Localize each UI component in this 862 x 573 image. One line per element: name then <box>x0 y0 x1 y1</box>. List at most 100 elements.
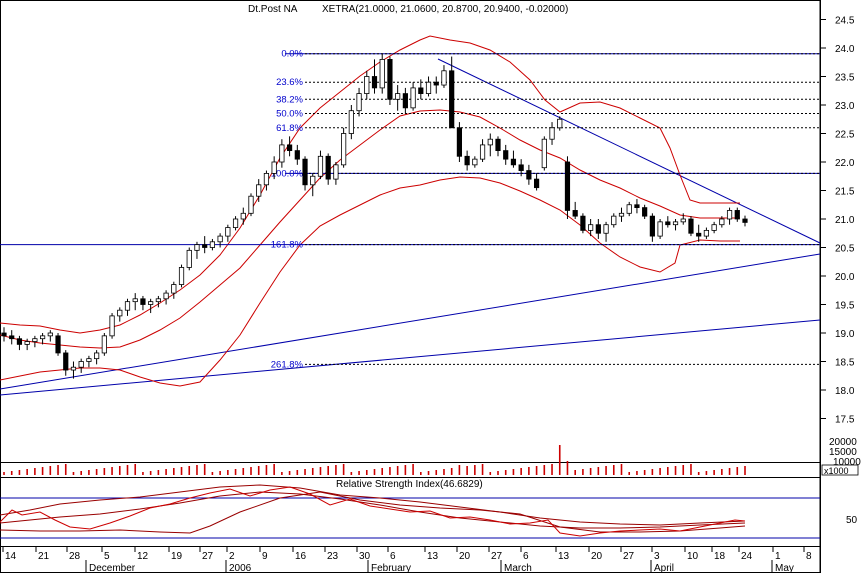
candle <box>101 333 107 356</box>
fib-label: 50.0% <box>276 109 303 120</box>
chart-title: Dt.Post NA <box>248 4 298 15</box>
candle <box>32 335 38 348</box>
candle <box>564 156 571 219</box>
fib-label: 61.8% <box>276 123 303 134</box>
candle <box>155 295 161 308</box>
x-day-label: 20 <box>591 551 603 562</box>
x-day-label: 10 <box>687 551 699 562</box>
price-tick-label: 23.5 <box>835 73 855 84</box>
volume-tick: 20000 <box>829 437 857 448</box>
candle <box>487 133 493 157</box>
rsi-lines <box>0 484 820 539</box>
price-y-axis: 24.5 24.0 23.5 23.0 22.5 22.0 21.5 21.0 20.5 20.0… <box>820 16 855 426</box>
candle <box>263 170 270 191</box>
x-day-label: 12 <box>137 551 149 562</box>
candle <box>148 298 154 314</box>
x-day-label: 19 <box>171 551 183 562</box>
candle <box>109 313 115 339</box>
candle <box>464 150 470 171</box>
x-day-label: 13 <box>558 551 570 562</box>
candle <box>402 87 408 114</box>
rsi-label: Relative Strength Index(46.6829) <box>336 479 483 490</box>
x-day-label: 6 <box>390 551 396 562</box>
price-tick-label: 22.0 <box>835 158 855 169</box>
fib-label: 0.0% <box>281 49 303 60</box>
candle <box>16 335 23 351</box>
fib-label: 23.6% <box>276 77 303 88</box>
candle <box>317 150 324 180</box>
chart-quote: XETRA(21.0000, 21.0600, 20.8700, 20.9400… <box>322 4 568 15</box>
candle <box>325 153 331 185</box>
x-month-label: May <box>775 563 794 573</box>
candle <box>449 56 455 129</box>
candle <box>595 219 601 239</box>
candle <box>433 76 439 94</box>
candle <box>1 327 7 342</box>
x-day-label: 28 <box>69 551 81 562</box>
x-month-label: March <box>504 563 532 573</box>
fibonacci-levels: 0.0% 23.6% 38.2% 50.0% 61.8% 100.0% 161.8% 261.… <box>0 49 820 370</box>
x-day-label: 6 <box>523 551 529 562</box>
price-tick-label: 19.5 <box>835 301 855 312</box>
price-panel-frame <box>0 0 821 463</box>
candle <box>719 216 725 228</box>
candle <box>557 116 563 131</box>
candle <box>533 173 540 191</box>
x-day-label: 30 <box>359 551 371 562</box>
x-month-label: April <box>654 563 674 573</box>
candle <box>688 216 694 237</box>
candle <box>94 350 100 365</box>
x-day-label: 27 <box>623 551 635 562</box>
candle <box>132 293 138 311</box>
x-month-label: 2006 <box>229 563 252 573</box>
price-tick-label: 18.0 <box>835 386 855 397</box>
x-month-label: February <box>371 563 411 573</box>
x-day-label: 27 <box>202 551 214 562</box>
candle <box>294 144 300 165</box>
x-day-label: 8 <box>806 551 812 562</box>
candle <box>186 247 192 271</box>
candle <box>240 207 246 225</box>
candle <box>696 224 702 242</box>
candle <box>310 173 316 197</box>
candle <box>371 59 378 94</box>
x-day-label: 14 <box>5 551 17 562</box>
price-tick-label: 22.5 <box>835 130 855 141</box>
trendlines <box>0 58 821 396</box>
price-tick-label: 21.0 <box>835 215 855 226</box>
candle <box>572 201 578 219</box>
candle <box>549 122 555 145</box>
x-day-label: 13 <box>427 551 439 562</box>
x-day-label: 23 <box>327 551 339 562</box>
candle <box>341 127 347 168</box>
candle <box>379 53 385 94</box>
candle <box>541 136 547 171</box>
candle <box>479 139 486 162</box>
candle <box>495 136 501 157</box>
x-day-label: 9 <box>262 551 268 562</box>
candle <box>649 213 655 242</box>
candle <box>526 164 532 185</box>
candle <box>9 330 15 345</box>
candle <box>441 65 447 88</box>
candle <box>117 307 123 322</box>
candle <box>248 193 254 217</box>
candle <box>178 264 185 288</box>
candle <box>626 201 632 217</box>
price-tick-label: 24.5 <box>835 16 855 27</box>
x-day-label: 18 <box>714 551 726 562</box>
candle <box>39 333 46 345</box>
rsi-tick: 50 <box>846 515 858 526</box>
candle <box>194 241 200 259</box>
candle <box>364 70 370 100</box>
fib-label: 100.0% <box>271 168 304 179</box>
candle <box>395 85 401 111</box>
candle <box>171 281 177 299</box>
candle <box>580 213 586 234</box>
volume-panel-frame <box>0 462 821 478</box>
candle <box>63 350 69 376</box>
candle <box>711 221 717 234</box>
candle <box>672 219 679 231</box>
candle <box>603 221 609 242</box>
